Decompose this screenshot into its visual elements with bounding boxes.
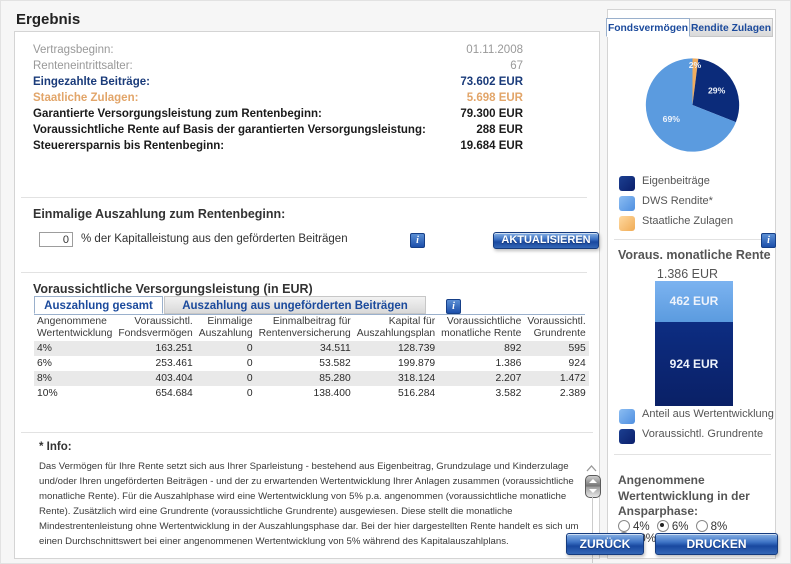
svg-text:69%: 69% xyxy=(663,114,681,124)
svg-text:29%: 29% xyxy=(708,85,726,95)
svg-text:2%: 2% xyxy=(689,60,702,70)
